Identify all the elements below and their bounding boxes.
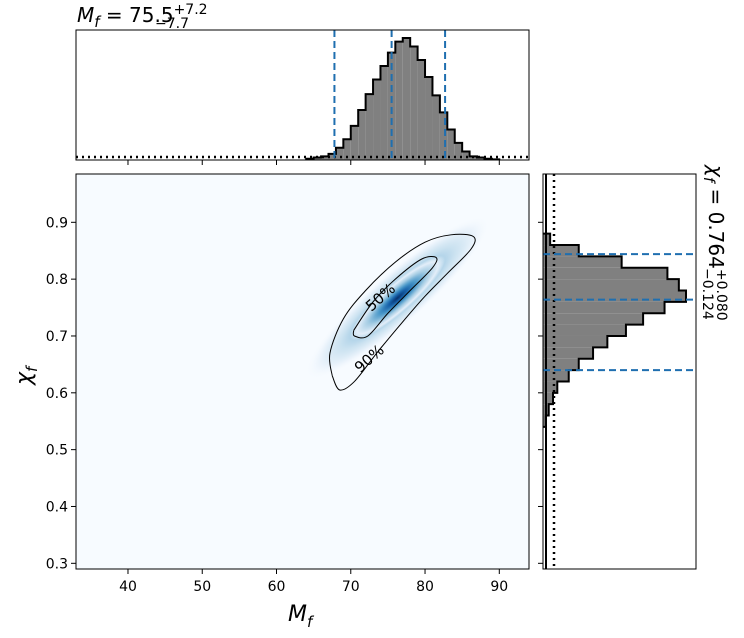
y-tick-label: 0.3 xyxy=(46,556,68,572)
x-tick-label: 80 xyxy=(416,579,434,595)
x-tick-label: 40 xyxy=(119,579,137,595)
y-tick-label: 0.5 xyxy=(46,443,68,459)
y-axis-label: χf xyxy=(12,364,41,386)
top-panel-frame xyxy=(75,29,530,161)
mf-hist-bar xyxy=(335,147,344,160)
contour-90 xyxy=(328,233,476,391)
chi-hist-bar xyxy=(543,301,665,314)
mf-title-main: M xyxy=(77,3,94,27)
mf-hist-outline xyxy=(305,37,501,160)
chi-hist-outline xyxy=(543,232,687,428)
mf-hist-bar xyxy=(343,139,351,160)
top-marginal-panel: Mf = 75.5+7.2 −7.7 xyxy=(75,2,530,165)
mf-title-sup: +7.2 xyxy=(174,2,208,18)
mf-hist-bar xyxy=(454,142,463,160)
chi-hist-bar xyxy=(543,279,679,291)
mf-hist-bar xyxy=(313,157,322,160)
mf-hist-bar xyxy=(447,129,455,160)
mf-hist-bar xyxy=(477,157,485,160)
joint-panel: 50%90% 40 50 60 70 80 900.30.40.50.60.70.80.9… xyxy=(12,173,530,631)
mf-hist-bar xyxy=(328,153,336,160)
chi-hist-bar xyxy=(543,245,579,257)
chi-hist-bar xyxy=(543,370,569,382)
mf-title: Mf = 75.5+7.2 −7.7 xyxy=(77,2,208,32)
right-panel-frame xyxy=(542,173,697,570)
chi-hist-bar xyxy=(543,290,686,302)
mf-hist-bar xyxy=(358,109,366,160)
y-tick-label: 0.6 xyxy=(46,386,68,402)
y-tick-label: 0.8 xyxy=(46,272,68,288)
chi-hist-bar xyxy=(543,358,579,371)
x-axis-label-sub: f xyxy=(307,613,315,631)
mf-hist-bar xyxy=(380,66,388,160)
right-marginal-panel: χf = 0.764+0.080−0.124 xyxy=(538,164,729,570)
mf-title-sub: f xyxy=(94,13,102,31)
chi-hist-bar xyxy=(543,347,594,359)
x-tick-label: 70 xyxy=(342,579,360,595)
mf-hist-bar xyxy=(402,38,411,160)
chi-title-eq: = 0.764 xyxy=(704,182,728,269)
mf-hist-bar xyxy=(410,46,418,160)
chi-title-main: χ xyxy=(704,164,728,178)
chi-hist-bar xyxy=(543,381,558,393)
heatmap-core xyxy=(349,255,446,341)
mf-hist-bar xyxy=(395,41,403,160)
mf-hist-bar xyxy=(387,52,396,160)
mf-hist-bar xyxy=(321,156,329,160)
x-tick-label: 50 xyxy=(193,579,211,595)
chi-title: χf = 0.764+0.080−0.124 xyxy=(699,164,729,321)
x-axis-label: Mf xyxy=(288,602,315,631)
chi-title-sup: +0.080 xyxy=(713,269,729,321)
mf-title-low: −7.7 xyxy=(155,16,189,32)
chi-title-low: −0.124 xyxy=(699,268,715,320)
y-tick-label: 0.7 xyxy=(46,329,68,345)
mf-hist-bar xyxy=(365,94,374,160)
mf-hist-bar xyxy=(417,59,426,160)
mf-hist-bar xyxy=(432,95,440,160)
y-axis-label-main: χ xyxy=(12,371,37,386)
chi-title-sub: f xyxy=(700,177,718,185)
chi-hist-bar xyxy=(543,256,622,268)
x-tick-label: 60 xyxy=(268,579,286,595)
x-tick-label: 90 xyxy=(490,579,508,595)
y-tick-label: 0.9 xyxy=(46,215,68,231)
chi-hist-bar xyxy=(543,324,626,336)
chi-hist-bar xyxy=(543,267,668,280)
chi-hist-bar xyxy=(543,335,608,348)
mf-hist-bar xyxy=(350,125,359,160)
mf-hist-bar xyxy=(462,151,470,160)
contour-50 xyxy=(352,256,438,339)
y-axis-label-sub: f xyxy=(23,364,41,372)
chi-hist-bar xyxy=(543,392,554,405)
mf-hist-bar xyxy=(425,77,433,160)
mf-hist-bar xyxy=(373,79,381,160)
chi-hist-bar xyxy=(543,415,546,427)
x-axis-label-main: M xyxy=(288,602,307,627)
chi-hist-bar xyxy=(543,313,644,325)
y-tick-label: 0.4 xyxy=(46,499,68,515)
joint-panel-frame xyxy=(75,173,530,570)
mf-hist-bar xyxy=(439,112,448,160)
mf-title-eq: = 75.5 xyxy=(100,3,174,27)
